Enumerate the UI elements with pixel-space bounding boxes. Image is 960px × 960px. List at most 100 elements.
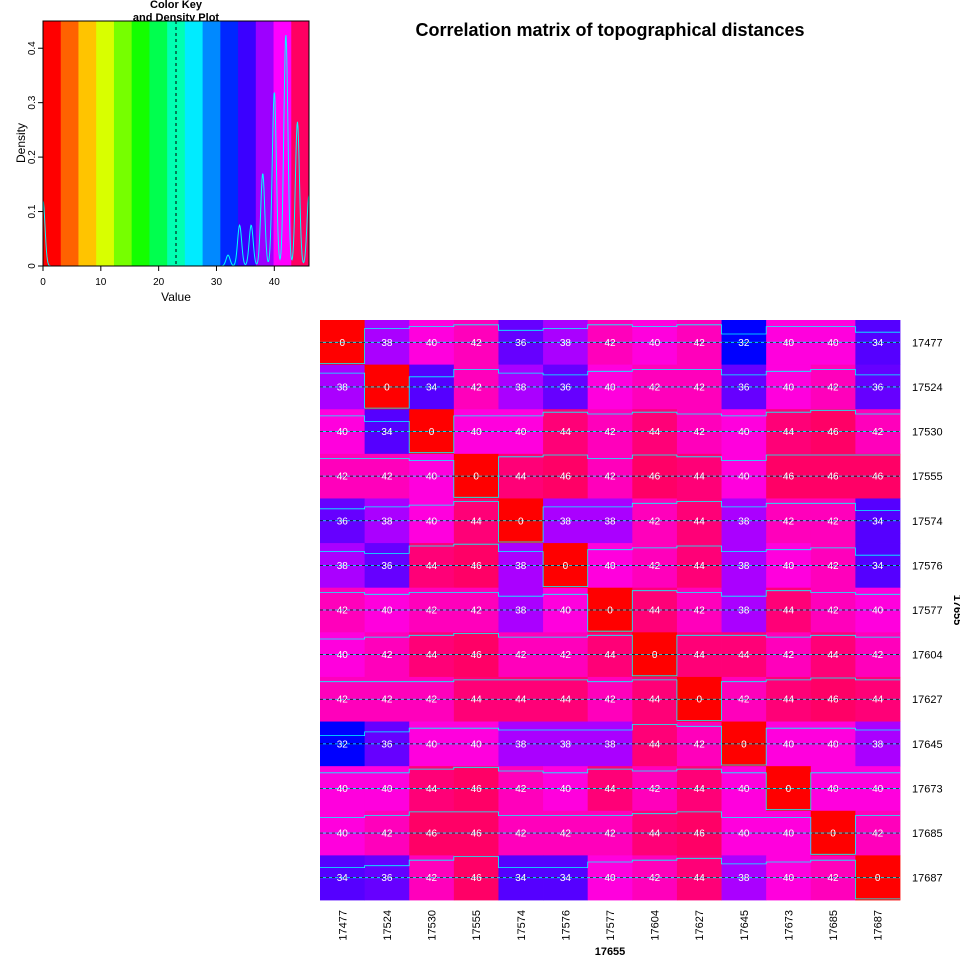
cell-value-label: 42 (783, 516, 795, 527)
row-trace-line (320, 543, 900, 587)
cell-value-label: 44 (649, 695, 661, 706)
cell-value-label: 0 (696, 695, 702, 706)
row-trace-line (320, 501, 900, 543)
color-key-band (238, 21, 257, 266)
cell-value-label: 44 (426, 784, 438, 795)
cell-value-label: 42 (694, 427, 706, 438)
cell-value-label: 38 (604, 516, 616, 527)
cell-value-label: 44 (738, 650, 750, 661)
cell-value-label: 40 (783, 829, 795, 840)
cell-value-label: 46 (872, 472, 884, 483)
color-key-band (255, 21, 275, 266)
y-tick-label: 0.2 (27, 150, 38, 164)
color-key-band (78, 21, 97, 266)
col-label: 17555 (471, 910, 483, 941)
cell-value-label: 40 (426, 472, 438, 483)
heatmap-cell-labels: 0 38 40 42 36 38 42 40 42 32 40 40 34 38 0 34 42 38 36 40 42… (337, 338, 884, 884)
cell-value-label: 42 (515, 784, 527, 795)
cell-value-label: 42 (872, 829, 884, 840)
cell-value-label: 40 (426, 516, 438, 527)
cell-value-label: 42 (694, 606, 706, 617)
cell-value-label: 36 (381, 739, 393, 750)
cell-value-label: 38 (738, 606, 750, 617)
row-label: 17576 (912, 560, 943, 572)
x-tick-label: 20 (153, 277, 165, 288)
color-key-band (184, 21, 204, 266)
cell-value-label: 38 (381, 516, 393, 527)
cell-value-label: 46 (471, 829, 483, 840)
cell-value-label: 42 (471, 338, 483, 349)
cell-value-label: 38 (381, 338, 393, 349)
cell-value-label: 44 (694, 873, 706, 884)
cell-value-label: 34 (515, 873, 527, 884)
cell-value-label: 46 (694, 829, 706, 840)
row-label: 17627 (912, 694, 943, 706)
cell-value-label: 40 (426, 338, 438, 349)
cell-value-label: 42 (828, 516, 840, 527)
cell-value-label: 42 (649, 873, 661, 884)
cell-value-label: 42 (471, 606, 483, 617)
cell-value-label: 38 (337, 382, 349, 393)
cell-value-label: 44 (694, 472, 706, 483)
cell-value-label: 42 (828, 873, 840, 884)
cell-value-label: 42 (604, 829, 616, 840)
cell-value-label: 42 (381, 829, 393, 840)
cell-value-label: 42 (872, 650, 884, 661)
cell-value-label: 42 (426, 873, 438, 884)
color-key: Color Key and Density Plot 0 10 20 30 40 00.… (14, 0, 310, 304)
cell-value-label: 36 (515, 338, 527, 349)
col-label: 17604 (650, 910, 662, 941)
cell-value-label: 46 (649, 472, 661, 483)
color-key-xlabel: Value (161, 290, 191, 304)
cell-value-label: 36 (738, 382, 750, 393)
cell-value-label: 46 (471, 561, 483, 572)
chart-title: Correlation matrix of topographical dist… (415, 20, 804, 40)
cell-value-label: 42 (649, 561, 661, 572)
cell-value-label: 0 (340, 338, 346, 349)
cell-value-label: 38 (515, 606, 527, 617)
row-trace-line (320, 856, 900, 900)
cell-value-label: 0 (830, 829, 836, 840)
color-key-band (131, 21, 150, 266)
cell-value-label: 42 (783, 650, 795, 661)
heatmap-traces (320, 324, 900, 900)
x-tick-label: 30 (211, 277, 223, 288)
cell-value-label: 40 (783, 873, 795, 884)
cell-value-label: 44 (783, 695, 795, 706)
cell-value-label: 44 (649, 829, 661, 840)
color-key-band (202, 21, 221, 266)
cell-value-label: 42 (738, 695, 750, 706)
cell-value-label: 42 (649, 784, 661, 795)
cell-value-label: 42 (560, 829, 572, 840)
row-label: 17604 (912, 650, 943, 662)
cell-value-label: 42 (381, 650, 393, 661)
col-label: 17477 (337, 910, 349, 941)
cell-value-label: 42 (828, 382, 840, 393)
cell-value-label: 42 (649, 516, 661, 527)
y-tick-label: 0.1 (27, 204, 38, 218)
col-label: 17574 (516, 910, 528, 941)
cell-value-label: 36 (872, 382, 884, 393)
cell-value-label: 42 (381, 695, 393, 706)
row-trace-line (320, 677, 900, 721)
cell-value-label: 40 (337, 650, 349, 661)
cell-value-label: 0 (875, 873, 881, 884)
cell-value-label: 40 (649, 338, 661, 349)
cell-value-label: 42 (604, 427, 616, 438)
cell-value-label: 44 (649, 427, 661, 438)
cell-value-label: 42 (694, 338, 706, 349)
color-key-band (220, 21, 239, 266)
cell-value-label: 0 (518, 516, 524, 527)
cell-value-label: 42 (381, 472, 393, 483)
row-trace-line (320, 811, 900, 855)
cell-value-label: 46 (471, 873, 483, 884)
cell-value-label: 42 (471, 382, 483, 393)
cell-value-label: 38 (738, 873, 750, 884)
cell-value-label: 44 (560, 695, 572, 706)
color-key-title-line1: Color Key (150, 0, 203, 11)
cell-value-label: 40 (872, 784, 884, 795)
cell-value-label: 44 (649, 606, 661, 617)
y-tick-label: 0.4 (27, 41, 38, 55)
color-key-band (96, 21, 115, 266)
cell-value-label: 40 (337, 829, 349, 840)
